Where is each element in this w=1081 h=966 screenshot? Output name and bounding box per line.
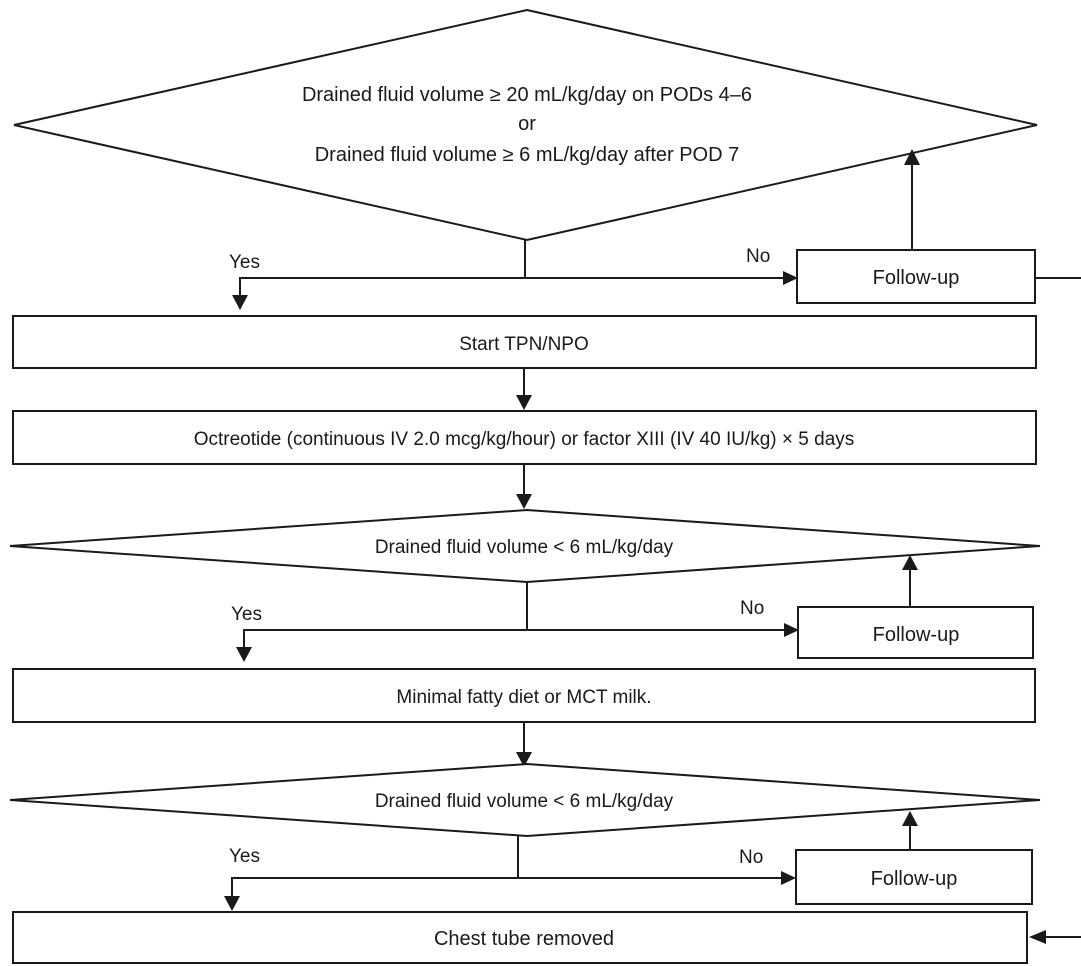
start-tpn-label: Start TPN/NPO [459,334,589,355]
decision-1-line-1: Drained fluid volume ≥ 20 mL/kg/day on P… [302,84,752,106]
diet-to-decision-3-arrowhead [516,752,532,767]
decision-3-label: Drained fluid volume < 6 mL/kg/day [375,791,674,812]
decision-1-no-arrowhead [783,271,798,285]
tpn-to-octreotide-arrowhead [516,395,532,410]
decision-3-yes-arrowhead [224,896,240,911]
octreotide-label: Octreotide (continuous IV 2.0 mcg/kg/hou… [194,429,855,450]
decision-3-no-label: No [739,847,763,868]
follow-up-2-return-arrowhead [902,555,918,570]
decision-2-yes-label: Yes [231,604,262,625]
decision-1-yes-label: Yes [229,252,260,273]
decision-3-yes-label: Yes [229,846,260,867]
follow-up-box-1-label: Follow-up [873,267,960,289]
decision-2-no-label: No [740,598,764,619]
decision-1-line-2: or [518,113,536,135]
chest-tube-removed-box [12,911,1028,964]
start-tpn-box [12,315,1037,369]
bypass-incoming-arrowhead [1029,930,1046,944]
octreotide-to-decision-2-arrowhead [516,494,532,509]
decision-1-yes-connector [239,277,525,298]
follow-up-3-return-arrowhead [902,811,918,826]
decision-3-yes-connector [231,877,518,898]
follow-up-box-3-label: Follow-up [871,868,958,890]
chest-tube-removed-label: Chest tube removed [434,928,614,950]
decision-1-yes-arrowhead [232,295,248,310]
follow-up-box-2 [797,606,1034,659]
decision-1-diamond [13,8,1038,242]
diet-label: Minimal fatty diet or MCT milk. [396,687,651,708]
decision-1-line-3: Drained fluid volume ≥ 6 mL/kg/day after… [315,144,740,166]
decision-2-no-arrowhead [784,623,799,637]
decision-1-no-label: No [746,246,770,267]
decision-2-yes-connector [243,629,527,650]
follow-up-box-2-label: Follow-up [873,624,960,646]
decision-3-no-arrowhead [781,871,796,885]
diet-box [12,668,1036,723]
decision-2-yes-arrowhead [236,647,252,662]
follow-up-1-return-arrowhead [904,149,920,165]
octreotide-box [12,410,1037,465]
follow-up-box-3 [795,849,1033,905]
follow-up-box-1 [796,249,1036,304]
decision-3-diamond [9,762,1041,838]
decision-2-label: Drained fluid volume < 6 mL/kg/day [375,537,674,558]
